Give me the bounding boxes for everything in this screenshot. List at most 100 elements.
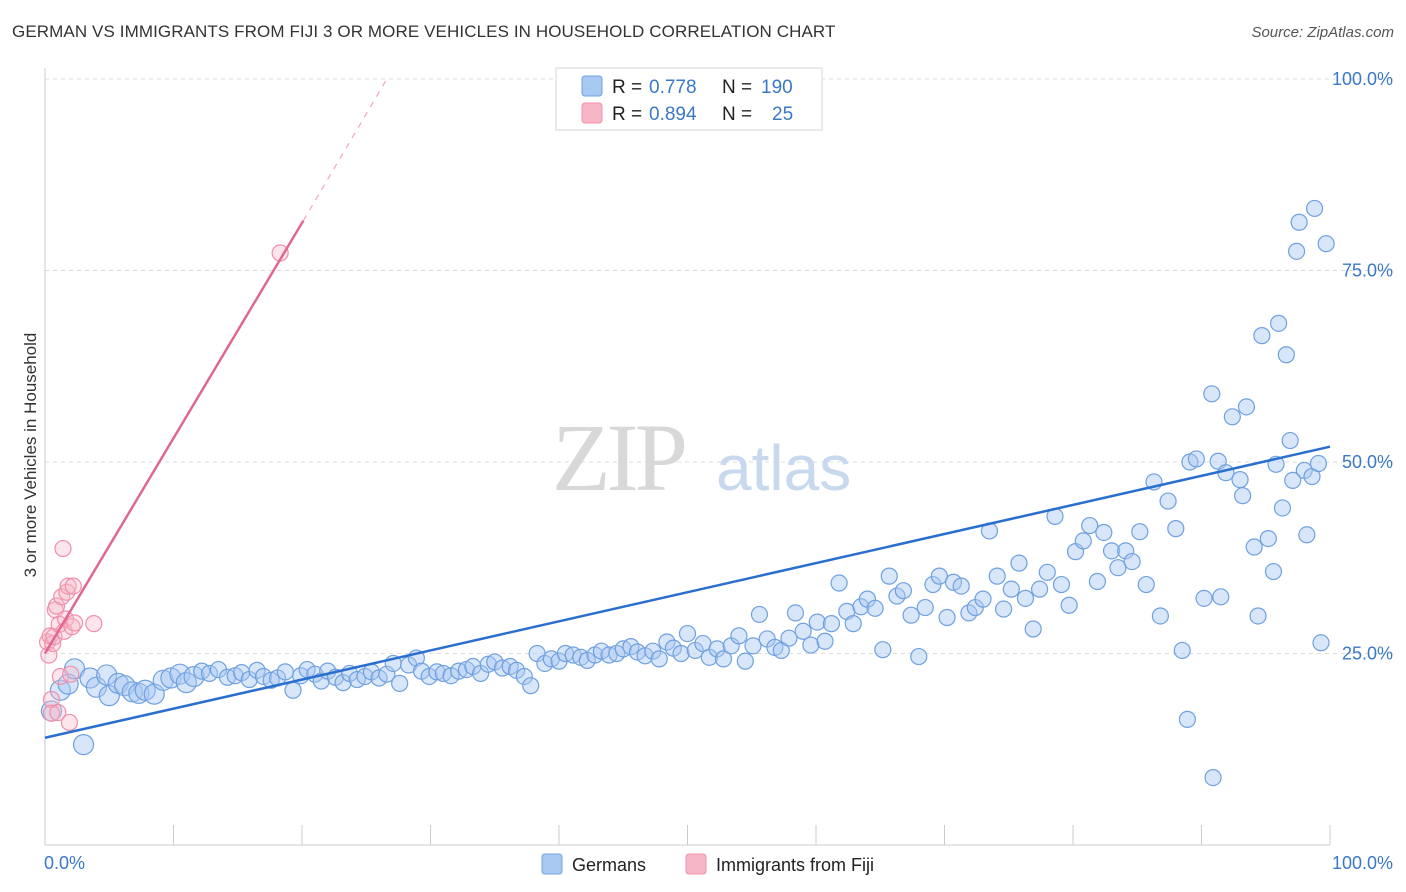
german-point <box>515 667 533 686</box>
german-point <box>1204 768 1222 787</box>
fiji-point <box>59 577 77 595</box>
german-point <box>1237 398 1256 416</box>
german-point <box>1002 580 1020 598</box>
x-tick-label: 0.0% <box>44 853 85 873</box>
german-point <box>1298 526 1316 544</box>
german-point <box>1317 235 1335 253</box>
german-point <box>428 663 446 681</box>
y-tick-label: 25.0% <box>1342 644 1393 664</box>
german-point <box>1167 520 1185 538</box>
german-point <box>910 647 928 666</box>
german-point <box>1052 575 1071 594</box>
legend-box: R = 0.778 N = 190 R = 0.894 N = 25 <box>555 67 823 131</box>
german-point <box>1284 471 1302 489</box>
german-point <box>902 606 920 624</box>
german-point <box>1151 607 1169 625</box>
german-point <box>1038 563 1056 581</box>
legend-n-value-fiji: 25 <box>772 104 793 125</box>
german-point <box>370 669 388 687</box>
german-point <box>1030 580 1049 598</box>
german-point <box>1109 559 1127 577</box>
german-point <box>874 641 892 659</box>
watermark: ZIP atlas <box>552 404 851 511</box>
tick-labels: 25.0% 50.0% 75.0% 100.0% 0.0% 100.0% <box>44 69 1393 873</box>
german-point <box>1203 385 1221 403</box>
german-point <box>988 567 1006 585</box>
german-point <box>802 636 820 654</box>
german-point <box>678 624 697 643</box>
german-point <box>378 665 396 683</box>
german-point <box>1231 471 1249 489</box>
german-point <box>1195 589 1213 607</box>
german-point <box>1273 499 1292 517</box>
german-point <box>276 663 294 681</box>
fiji-point <box>42 704 61 722</box>
y-tick-label: 100.0% <box>1332 69 1393 89</box>
german-point <box>72 734 95 756</box>
trend-lines <box>43 78 1331 739</box>
german-point <box>1312 634 1330 652</box>
german-point <box>1305 199 1324 218</box>
fiji-point <box>65 614 84 632</box>
german-point <box>1253 327 1271 345</box>
german-point <box>916 598 934 617</box>
german-point <box>1249 607 1267 625</box>
german-point <box>248 661 266 679</box>
german-point <box>772 641 790 660</box>
gridlines <box>45 78 1395 654</box>
german-point <box>1024 620 1042 638</box>
german-point <box>1223 408 1241 426</box>
german-point <box>334 674 352 692</box>
german-point <box>152 669 174 691</box>
fiji-point <box>58 583 76 601</box>
german-point <box>672 644 690 663</box>
german-point <box>98 685 120 707</box>
legend-n-label-fiji: N = <box>722 104 752 125</box>
fiji-point <box>85 615 103 633</box>
german-point <box>816 632 834 650</box>
german-point <box>1016 589 1035 607</box>
german-point <box>995 600 1013 618</box>
bottom-legend: Germans Immigrants from Fiji <box>541 853 874 875</box>
german-point <box>1123 552 1141 571</box>
fiji-point <box>54 539 72 558</box>
german-point <box>1137 575 1155 594</box>
german-point <box>808 613 826 631</box>
german-point <box>284 681 302 699</box>
german-point <box>1095 523 1113 542</box>
german-point <box>1287 242 1306 260</box>
y-tick-label: 75.0% <box>1342 261 1393 281</box>
bottom-legend-swatch-german <box>541 853 563 875</box>
german-point <box>974 590 992 608</box>
german-point <box>880 567 898 585</box>
german-point <box>714 650 733 668</box>
german-point <box>822 615 841 633</box>
fiji-point <box>60 713 79 732</box>
german-point <box>1269 314 1288 332</box>
german-point <box>658 633 676 651</box>
german-point <box>1088 572 1107 591</box>
legend-swatch-german <box>581 75 603 97</box>
fiji-points <box>38 244 289 732</box>
german-point <box>786 604 805 622</box>
german-point <box>1264 562 1283 581</box>
legend-r-value-german: 0.778 <box>649 77 697 98</box>
german-point <box>944 573 963 591</box>
german-point <box>1131 523 1149 541</box>
german-point <box>1281 431 1299 450</box>
fiji-point <box>64 577 82 595</box>
legend-r-label-fiji: R = <box>612 104 642 125</box>
bottom-legend-label-fiji: Immigrants from Fiji <box>716 855 874 875</box>
german-point <box>750 605 769 624</box>
german-point <box>1245 538 1263 556</box>
german-point <box>1102 542 1121 560</box>
german-point <box>1234 487 1252 505</box>
fiji-trend-extension <box>302 78 388 222</box>
legend-n-label-german: N = <box>722 77 752 98</box>
german-point <box>391 674 409 692</box>
german-point <box>844 615 862 633</box>
german-point <box>1212 588 1230 606</box>
german-point <box>183 665 205 688</box>
x-tick-label: 100.0% <box>1332 853 1393 873</box>
